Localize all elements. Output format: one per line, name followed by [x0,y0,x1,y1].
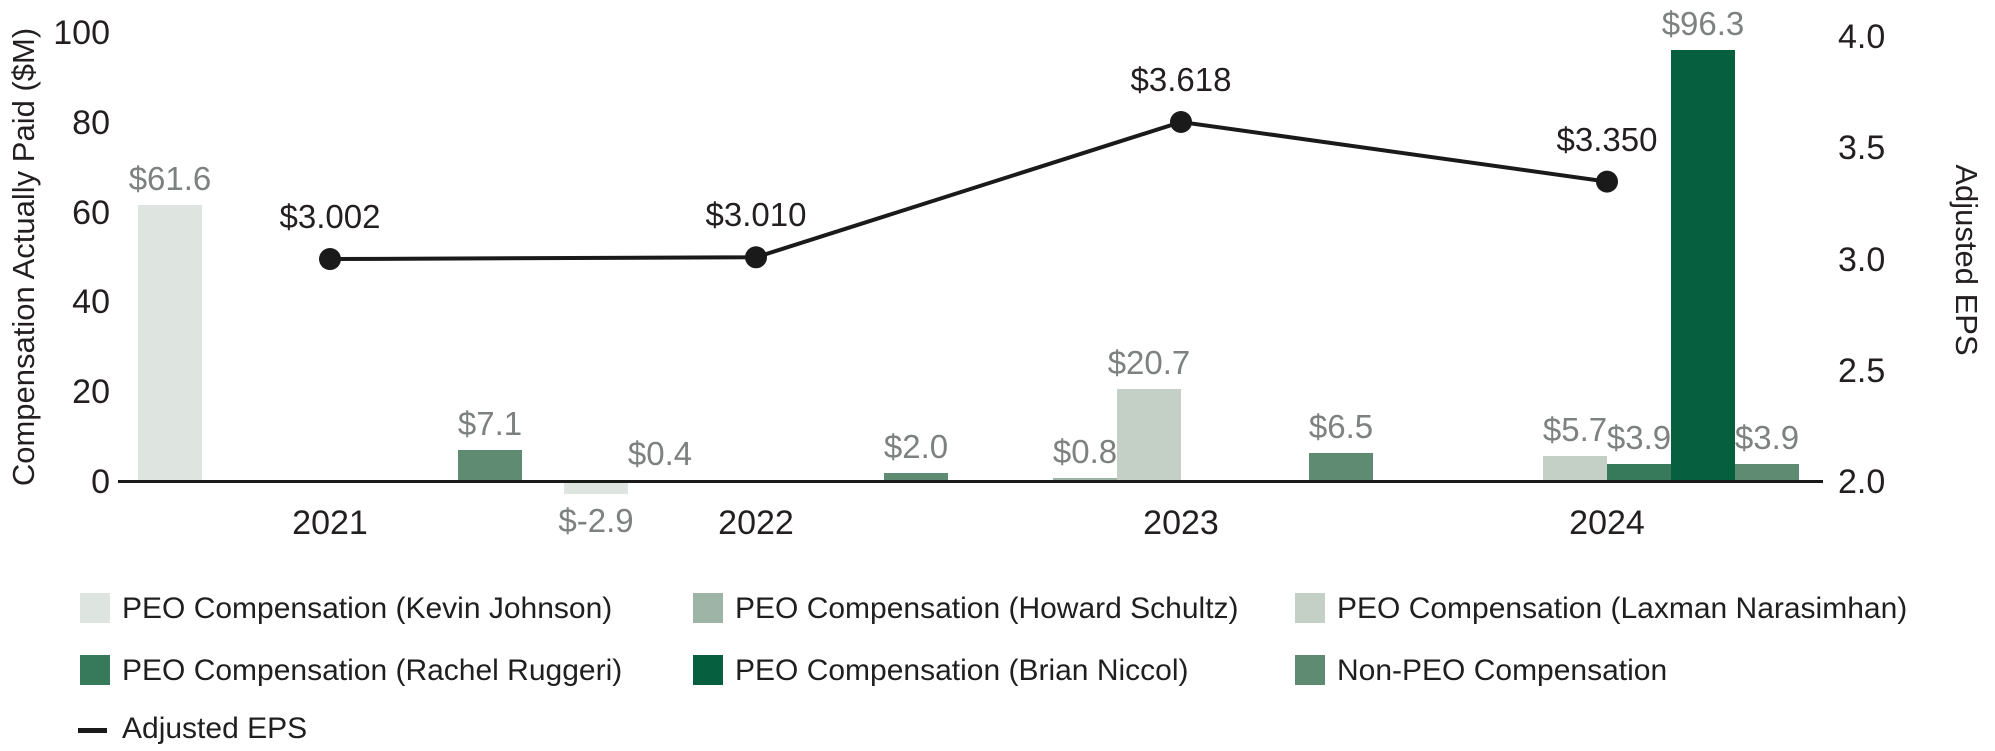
eps-dot-2024 [1596,170,1618,193]
left-tick-0: 0 [91,463,110,501]
bar-value-label-2022-series1: $0.4 [627,435,693,473]
legend-swatch-series4 [693,655,723,685]
eps-value-label-2021: $3.002 [279,198,381,236]
left-tick-100: 100 [53,14,110,52]
left-tick-20: 20 [72,373,110,412]
x-axis-label-2021: 2021 [292,504,368,542]
eps-line [329,119,1608,262]
legend-swatch-series2 [1295,593,1325,623]
legend-label-adjusted-eps: Adjusted EPS [122,712,308,745]
legend-swatch-series5 [1295,655,1325,685]
legend-swatch-series1 [693,593,723,623]
bar-value-label-2023-series2: $20.7 [1107,344,1191,382]
left-tick-80: 80 [72,103,110,142]
bar-2023-series1 [1053,478,1117,481]
bar-2021-series5 [458,450,522,481]
bar-value-label-2023-series5: $6.5 [1308,407,1374,445]
legend-label-series5: Non-PEO Compensation [1337,654,1668,687]
bar-value-label-2022-series0: $-2.9 [558,502,634,540]
left-axis-title-text: Compensation Actually Paid ($M) [6,27,41,487]
right-tick-4.0: 4.0 [1838,18,1886,56]
bar-value-label-2024-series5: $3.9 [1734,419,1800,457]
bar-2023-series5 [1309,452,1373,481]
legend-swatch-series3 [80,655,110,685]
bar-2024-series2 [1543,456,1607,481]
eps-value-label-2023: $3.618 [1130,60,1232,98]
bar-2024-series3 [1607,464,1671,481]
bar-value-label-2023-series1: $0.8 [1052,433,1118,471]
left-tick-40: 40 [72,283,110,322]
bar-2022-series0 [564,481,628,495]
legend-label-series2: PEO Compensation (Laxman Narasimhan) [1337,592,1908,625]
bar-value-label-2024-series2: $5.7 [1542,411,1608,449]
x-axis-label-2024: 2024 [1569,504,1645,542]
x-axis-line [118,480,1823,483]
right-tick-3.5: 3.5 [1838,129,1886,168]
legend-swatch-series0 [80,593,110,623]
legend-label-series3: PEO Compensation (Rachel Ruggeri) [122,654,623,687]
left-tick-60: 60 [72,193,110,232]
legend-label-series4: PEO Compensation (Brian Niccol) [735,654,1189,687]
legend-line-swatch [78,728,107,733]
right-tick-2.5: 2.5 [1838,351,1886,390]
bar-2021-series0 [138,205,202,481]
eps-dot-2023 [1170,110,1192,133]
eps-value-label-2024: $3.350 [1556,120,1658,158]
bar-value-label-2024-series4: $96.3 [1661,4,1745,42]
eps-value-label-2022: $3.010 [705,196,807,234]
bar-value-label-2022-series5: $2.0 [883,428,949,466]
eps-dot-2022 [745,246,767,269]
right-tick-3.0: 3.0 [1838,240,1886,279]
bar-value-label-2024-series3: $3.9 [1606,419,1672,457]
bar-value-label-2021-series5: $7.1 [457,405,523,443]
bar-2023-series2 [1117,389,1181,481]
eps-dot-2021 [319,248,341,271]
bar-2022-series5 [884,473,948,481]
legend-label-series0: PEO Compensation (Kevin Johnson) [122,592,613,625]
bar-2024-series4 [1671,49,1735,481]
legend-label-series1: PEO Compensation (Howard Schultz) [735,592,1239,625]
x-axis-label-2023: 2023 [1143,504,1219,542]
bar-2024-series5 [1735,464,1799,481]
eps-dots [319,110,1618,271]
right-tick-2.0: 2.0 [1838,463,1886,501]
x-axis-label-2022: 2022 [718,504,794,542]
bar-value-label-2021-series0: $61.6 [128,160,212,198]
